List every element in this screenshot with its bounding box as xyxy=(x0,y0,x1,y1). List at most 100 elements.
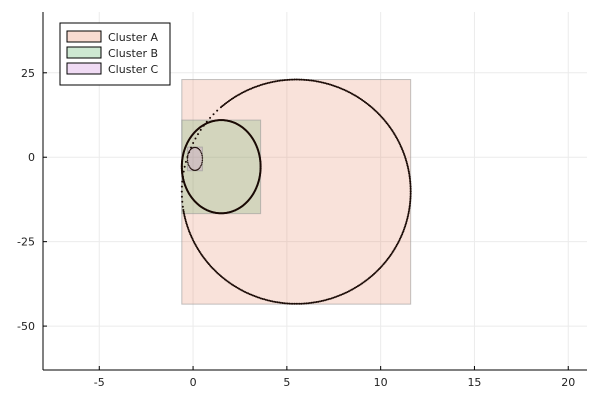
cluster-a-point xyxy=(251,294,254,297)
cluster-a-point xyxy=(241,289,244,292)
cluster-a-point xyxy=(245,89,248,92)
cluster-a-point xyxy=(276,80,279,83)
legend: Cluster A Cluster B Cluster C xyxy=(59,22,171,86)
cluster-a-point xyxy=(409,199,412,202)
cluster-a-point xyxy=(263,298,266,301)
cluster-c-point xyxy=(190,147,193,150)
cluster-a-point xyxy=(401,149,404,152)
cluster-a-point xyxy=(212,113,215,116)
cluster-b-legend-swatch xyxy=(66,46,102,59)
cluster-a-point xyxy=(409,197,412,200)
cluster-a-point xyxy=(281,79,284,82)
cluster-a-point xyxy=(291,302,294,305)
cluster-a-point xyxy=(409,194,412,197)
cluster-a-point xyxy=(227,281,230,284)
cluster-a-point xyxy=(305,78,308,81)
cluster-a-point xyxy=(395,245,398,248)
cluster-a-point xyxy=(325,298,328,301)
cluster-a-point xyxy=(312,79,315,82)
cluster-a-point xyxy=(244,290,247,293)
cluster-a-point xyxy=(409,183,412,186)
cluster-c-point xyxy=(193,146,195,149)
cluster-c-point xyxy=(200,163,203,165)
cluster-a-point xyxy=(333,296,336,299)
cluster-a-point xyxy=(313,80,316,83)
cluster-a-point xyxy=(335,295,338,298)
cluster-a-point xyxy=(187,228,190,231)
cluster-a-point xyxy=(184,217,187,220)
cluster-a-point xyxy=(352,93,355,96)
cluster-a-point xyxy=(405,160,408,163)
cluster-a-point xyxy=(399,236,402,239)
axes xyxy=(42,12,587,371)
cluster-a-point xyxy=(352,287,355,290)
cluster-a-point xyxy=(185,223,188,226)
cluster-a-point xyxy=(180,190,183,193)
cluster-a-point xyxy=(216,109,219,112)
cluster-a-point xyxy=(286,302,289,305)
cluster-a-point xyxy=(290,302,293,305)
cluster-a-point xyxy=(409,185,412,188)
cluster-a-point xyxy=(242,91,245,94)
cluster-a-point xyxy=(337,295,340,298)
cluster-a-point xyxy=(397,240,400,243)
cluster-c-point xyxy=(201,160,204,162)
cluster-a-point xyxy=(255,295,258,298)
cluster-a-point xyxy=(288,302,291,305)
cluster-c-legend-label: Cluster C xyxy=(108,63,159,76)
cluster-a-point xyxy=(236,94,239,97)
cluster-a-point xyxy=(408,177,411,180)
cluster-a-point xyxy=(269,299,272,302)
cluster-a-point xyxy=(278,301,281,304)
cluster-a-point xyxy=(349,289,352,292)
cluster-a-point xyxy=(409,190,412,193)
cluster-c-point xyxy=(188,151,190,153)
cluster-a-point xyxy=(264,298,267,301)
cluster-a-point xyxy=(398,239,401,242)
cluster-c-point xyxy=(196,147,198,149)
cluster-a-point xyxy=(181,200,184,203)
cluster-a-point xyxy=(259,297,262,300)
cluster-a-point xyxy=(405,222,408,225)
cluster-a-point xyxy=(296,78,299,81)
cluster-a-point xyxy=(307,302,310,305)
cluster-a-point xyxy=(300,302,303,305)
cluster-a-point xyxy=(256,296,259,299)
y-tick-labels: -50 -25 0 25 xyxy=(17,67,35,333)
cluster-a-point xyxy=(271,80,274,83)
cluster-a-point xyxy=(230,98,233,101)
cluster-a-point xyxy=(365,101,368,104)
cluster-a-point xyxy=(261,297,264,300)
cluster-a-point xyxy=(330,84,333,87)
cluster-c-point xyxy=(197,147,200,150)
cluster-c-point xyxy=(197,168,200,170)
cluster-a-point xyxy=(303,78,306,81)
cluster-c-point xyxy=(201,161,203,164)
cluster-a-point xyxy=(190,234,193,237)
cluster-a-point xyxy=(247,292,250,295)
cluster-a-point xyxy=(239,92,242,95)
cluster-a-point xyxy=(248,293,251,296)
cluster-a-point xyxy=(229,282,232,285)
cluster-a-point xyxy=(308,302,311,305)
cluster-a-point xyxy=(407,170,410,173)
cluster-a-point xyxy=(283,302,286,305)
cluster-a-point xyxy=(317,300,320,303)
cluster-a-point xyxy=(226,100,229,103)
cluster-a-point xyxy=(209,116,212,119)
cluster-a-point xyxy=(392,131,395,134)
cluster-a-point xyxy=(199,128,202,131)
cluster-a-point xyxy=(396,139,399,142)
cluster-a-point xyxy=(315,80,318,83)
cluster-a-point xyxy=(233,96,236,99)
cluster-a-point xyxy=(261,83,264,86)
cluster-a-point xyxy=(404,157,407,160)
cluster-a-point xyxy=(405,162,408,165)
cluster-c-point xyxy=(186,160,189,162)
cluster-a-point xyxy=(328,297,331,300)
x-tick-label: 15 xyxy=(467,376,481,389)
cluster-a-point xyxy=(324,82,327,85)
cluster-a-point xyxy=(296,302,299,305)
cluster-a-point xyxy=(227,99,230,102)
cluster-a-point xyxy=(293,302,296,305)
